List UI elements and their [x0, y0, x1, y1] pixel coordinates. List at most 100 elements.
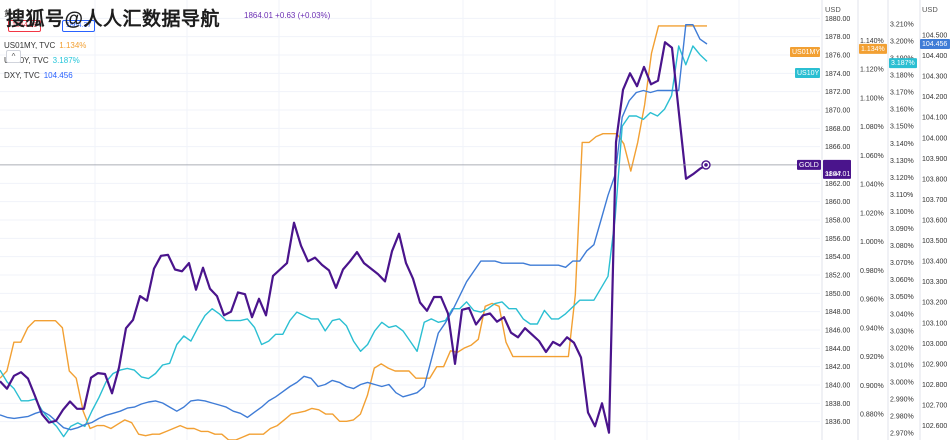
axis-tick-label: 103.300: [922, 279, 947, 286]
axis-tick-label: 3.200%: [890, 38, 914, 45]
legend-series-name: DXY, TVC: [4, 71, 40, 80]
legend-rows: US01MY, TVC 1.134% US10Y, TVC 3.187% DXY, TV…: [4, 38, 86, 83]
axis-tick-label: 103.700: [922, 197, 947, 204]
axis-tick-label: 1848.00: [825, 309, 850, 316]
gold-countdown: 31:47: [825, 171, 842, 178]
axis-tick-label: 102.600: [922, 423, 947, 430]
axis-tick-label: 103.800: [922, 176, 947, 183]
axis-tick-label: 0.920%: [860, 354, 884, 361]
dxy-value-tag-bg: [920, 39, 950, 49]
gold-last-point-dot: [704, 163, 708, 167]
axis-tick-label: 1.020%: [860, 210, 884, 217]
badge-right[interactable]: 1864.37: [62, 20, 96, 32]
axis-tick-label: 3.070%: [890, 260, 914, 267]
axis-tick-label: 0.960%: [860, 297, 884, 304]
axis-tick-label: 1842.00: [825, 364, 850, 371]
axis-tick-label: 3.130%: [890, 158, 914, 165]
axis-tick-label: 104.300: [922, 74, 947, 81]
axis-tick-label: 3.080%: [890, 243, 914, 250]
axis-tick-label: 103.400: [922, 259, 947, 266]
legend-series-value: 104.456: [43, 71, 73, 80]
axis-tick-label: 1838.00: [825, 401, 850, 408]
us10y-label-tag-bg: [795, 68, 820, 78]
legend-row[interactable]: DXY, TVC 104.456: [4, 68, 86, 83]
us10y-label-tag-text: US10Y: [797, 70, 820, 77]
axis-dxy[interactable]: USD 104.500 104.400 104.300 104.200 104.100 10…: [922, 5, 947, 430]
axis-tick-label: 1.080%: [860, 124, 884, 131]
axis-tick-label: 103.500: [922, 238, 947, 245]
axis-tick-label: 1878.00: [825, 34, 850, 41]
series-line-us01my: [0, 25, 707, 441]
gold-value-tag-text: 1864.01: [825, 171, 850, 178]
axis-tick-label: 0.880%: [860, 412, 884, 419]
series-line-dxy: [0, 24, 708, 431]
axis-tick-label: 1.000%: [860, 239, 884, 246]
legend-series-name: US10Y, TVC: [4, 56, 49, 65]
axis-tick-label: 104.100: [922, 115, 947, 122]
axis-tick-label: 1880.00: [825, 16, 850, 23]
axis-unit-label: USD: [825, 5, 841, 14]
axis-tick-label: 1854.00: [825, 254, 850, 261]
gold-label-tag: GOLD: [797, 159, 821, 170]
legend-header-row: 黄 1864.19 1864.37 1864.01 +0.63 (+0.03%): [4, 6, 330, 32]
us01my-label-tag-text: US01MY: [792, 49, 820, 56]
badge-left[interactable]: 1864.19: [8, 20, 42, 32]
us10y-label-tag: US10Y: [795, 68, 820, 78]
axis-tick-label: 3.000%: [890, 380, 914, 387]
watermark: 搜狐号@人人汇数据导航: [6, 9, 221, 30]
axis-tick-label: 1.040%: [860, 182, 884, 189]
gold-label-tag-bg: [797, 159, 821, 170]
axis-tick-label: 104.200: [922, 94, 947, 101]
axis-tick-label: 1852.00: [825, 273, 850, 280]
axis-tick-label: 1846.00: [825, 328, 850, 335]
axis-tick-label: 1.120%: [860, 67, 884, 74]
axis-tick-label: 1872.00: [825, 89, 850, 96]
us10y-value-tag: 3.187%: [889, 58, 917, 69]
axis-unit-label: USD: [922, 5, 938, 14]
us01my-label-tag-bg: [790, 47, 820, 57]
axis-tick-label: 1856.00: [825, 236, 850, 243]
axis-us01my[interactable]: 1.140% 1.120% 1.100% 1.080% 1.060% 1.040% 1.02…: [860, 38, 884, 419]
legend-row[interactable]: US01MY, TVC 1.134%: [4, 38, 86, 53]
axis-tick-label: 3.060%: [890, 277, 914, 284]
axis-tick-label: 102.800: [922, 382, 947, 389]
axis-tick-label: 1840.00: [825, 383, 850, 390]
gold-value-tag-bg: [823, 159, 851, 179]
us01my-value-tag-bg: [859, 43, 887, 54]
axis-tick-label: 3.040%: [890, 311, 914, 318]
legend-row[interactable]: US10Y, TVC 3.187%: [4, 53, 86, 68]
legend-collapse-button[interactable]: ^: [6, 50, 21, 63]
axis-tick-label: 1850.00: [825, 291, 850, 298]
axis-tick-label: 1844.00: [825, 346, 850, 353]
axis-tick-label: 0.940%: [860, 325, 884, 332]
grid: [0, 0, 921, 440]
us10y-value-tag-bg: [889, 58, 917, 69]
axis-tick-label: 2.970%: [890, 431, 914, 438]
axis-tick-label: 103.000: [922, 341, 947, 348]
axis-tick-label: 3.210%: [890, 21, 914, 28]
legend-series-name: US01MY, TVC: [4, 41, 56, 50]
us01my-value-tag-text: 1.134%: [861, 46, 885, 53]
axis-tick-label: 3.120%: [890, 175, 914, 182]
dxy-value-tag: 104.456: [920, 39, 950, 49]
axis-tick-label: 102.700: [922, 403, 947, 410]
axis-tick-label: 103.600: [922, 218, 947, 225]
axis-tick-label: 103.900: [922, 156, 947, 163]
axis-tick-label: 3.140%: [890, 141, 914, 148]
symbol-prefix: 黄: [4, 9, 12, 18]
axis-tick-label: 3.160%: [890, 107, 914, 114]
axis-tick-label: 3.110%: [890, 192, 913, 199]
us01my-label-tag: US01MY: [790, 47, 820, 57]
legend-series-value: 1.134%: [59, 41, 87, 50]
axis-tick-label: 1.100%: [860, 95, 884, 102]
axis-tick-label: 1.140%: [860, 38, 884, 45]
axis-gold[interactable]: USD 1880.00 1878.00 1876.00 1874.00 1872.00 18…: [825, 5, 850, 426]
dxy-value-tag-text: 104.456: [922, 41, 947, 48]
axis-tick-label: 102.900: [922, 361, 947, 368]
legend: 黄 1864.19 1864.37 1864.01 +0.63 (+0.03%)…: [4, 6, 330, 83]
axis-tick-label: 3.030%: [890, 328, 914, 335]
gold-label-tag-text: GOLD: [799, 162, 819, 169]
